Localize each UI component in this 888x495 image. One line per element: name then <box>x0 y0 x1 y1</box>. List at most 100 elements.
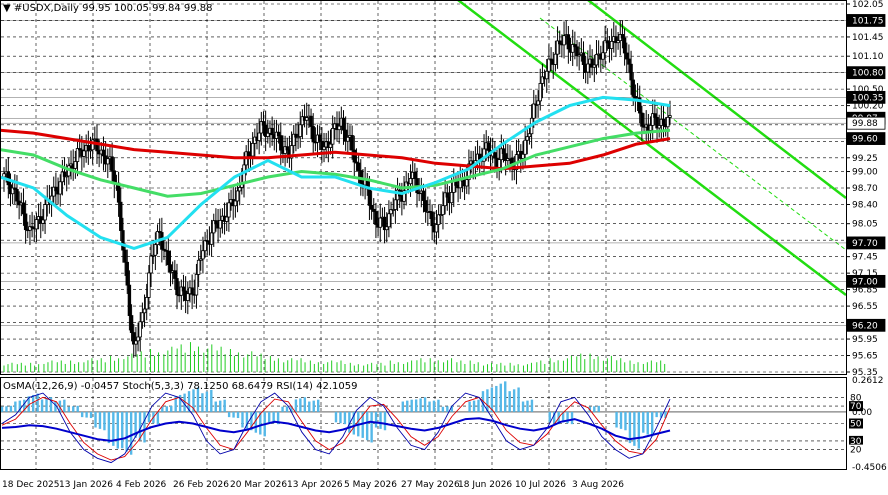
price-tick-label: 102.05 <box>852 0 884 10</box>
candle-body <box>132 332 136 345</box>
candle-body <box>233 200 238 207</box>
stoch-level-label: 50 <box>850 420 862 430</box>
candle-body <box>60 171 65 183</box>
level-tag <box>846 318 886 332</box>
candle-body <box>305 117 309 121</box>
candle-body <box>279 135 283 151</box>
candlesticks <box>2 20 672 358</box>
candle-body <box>547 58 551 72</box>
level-tag-label: 97.00 <box>852 277 878 287</box>
oscillator-panel-border <box>0 377 847 470</box>
indicator-header: OsMA(12,26,9) -0.0457 Stoch(5,3,3) 78.12… <box>3 381 358 392</box>
candle-body <box>352 149 356 163</box>
candle-body <box>651 113 655 126</box>
candle-body <box>393 199 398 210</box>
candle-body <box>553 53 558 65</box>
oscillator-panel[interactable] <box>0 377 847 470</box>
candle-body <box>209 232 214 245</box>
price-tick-label: 98.05 <box>852 220 878 230</box>
candle-body <box>276 131 281 136</box>
candle-body <box>134 340 138 345</box>
candle-body <box>372 208 376 212</box>
candle-body <box>445 192 449 198</box>
price-panel[interactable] <box>0 0 847 375</box>
candle-body <box>77 148 82 151</box>
candle-body <box>88 149 93 152</box>
candle-body <box>385 226 389 231</box>
candle-body <box>648 125 653 131</box>
time-axis-label[interactable]: 20 Mar 2026 <box>230 480 287 490</box>
channel-lower-line <box>457 0 847 296</box>
candle-body <box>320 140 324 150</box>
candle-body <box>367 188 372 206</box>
level-tag <box>846 116 886 130</box>
candle-body <box>28 226 32 231</box>
time-axis-label[interactable]: 13 Jan 2026 <box>59 480 113 490</box>
candle-body <box>168 264 173 273</box>
time-axis-label[interactable]: 26 Feb 2026 <box>173 480 229 490</box>
candle-body <box>640 112 644 127</box>
candle-body <box>601 52 605 60</box>
candle-body <box>523 139 527 155</box>
candle-body <box>30 226 34 229</box>
candle-body <box>149 255 153 274</box>
candle-body <box>408 178 413 185</box>
time-axis[interactable]: 18 Dec 2025 13 Jan 2026 4 Feb 2026 26 Feb 2… <box>2 480 624 490</box>
candle-body <box>616 40 620 44</box>
candle-body <box>467 163 471 181</box>
candle-body <box>119 201 123 231</box>
channel-upper-line <box>587 0 847 199</box>
level-tag <box>846 132 886 145</box>
candle-body <box>356 162 361 171</box>
candle-body <box>421 190 426 201</box>
time-axis-label[interactable]: 5 May 2026 <box>344 480 397 490</box>
price-tick-label: 96.55 <box>852 302 878 312</box>
trend-channel[interactable] <box>457 0 847 296</box>
candle-body <box>657 125 661 129</box>
candle-body <box>142 308 147 314</box>
candle-body <box>527 133 532 138</box>
candle-body <box>638 97 642 114</box>
osma-axis-label: 0.00 <box>852 408 872 418</box>
time-axis-label[interactable]: 4 Feb 2026 <box>116 480 167 490</box>
candle-body <box>203 240 207 252</box>
price-tick-label: 99.00 <box>852 168 878 178</box>
candle-body <box>196 259 201 275</box>
level-tag-label: 101.75 <box>852 16 884 26</box>
candle-body <box>166 250 171 266</box>
candle-body <box>218 219 222 229</box>
moving-average-red <box>0 128 671 171</box>
candle-body <box>294 133 298 138</box>
price-tick-label: 100.50 <box>852 85 884 95</box>
candle-body <box>350 135 354 151</box>
candle-body <box>655 117 659 129</box>
time-axis-label[interactable]: 18 Jun 2026 <box>458 480 512 490</box>
candle-body <box>261 121 266 126</box>
candle-body <box>441 205 445 215</box>
candle-body <box>653 113 657 118</box>
candle-body <box>402 190 406 202</box>
time-axis-label[interactable]: 3 Aug 2026 <box>572 480 624 490</box>
candle-body <box>214 220 218 225</box>
candle-body <box>668 115 672 118</box>
level-tag <box>846 14 886 27</box>
time-axis-label[interactable]: 18 Dec 2025 <box>2 480 60 490</box>
stoch-level-label: 80 <box>850 393 862 403</box>
time-axis-label[interactable]: 27 May 2026 <box>401 480 460 490</box>
candle-body <box>106 158 110 165</box>
candle-body <box>633 95 638 99</box>
candle-body <box>631 79 635 97</box>
candle-body <box>285 146 289 151</box>
price-tick-label: 101.10 <box>852 52 884 62</box>
candle-body <box>486 142 491 151</box>
candle-body <box>181 286 186 292</box>
price-axis[interactable]: 102.05101.75101.45101.10100.80100.50100.… <box>846 0 886 378</box>
time-axis-label[interactable]: 10 Jul 2026 <box>515 480 566 490</box>
candle-body <box>573 44 577 48</box>
time-axis-label[interactable]: 13 Apr 2026 <box>287 480 343 490</box>
candle-body <box>322 146 326 150</box>
candle-body <box>15 189 19 202</box>
candle-body <box>52 186 56 197</box>
candle-body <box>629 63 633 81</box>
candle-body <box>555 40 560 55</box>
